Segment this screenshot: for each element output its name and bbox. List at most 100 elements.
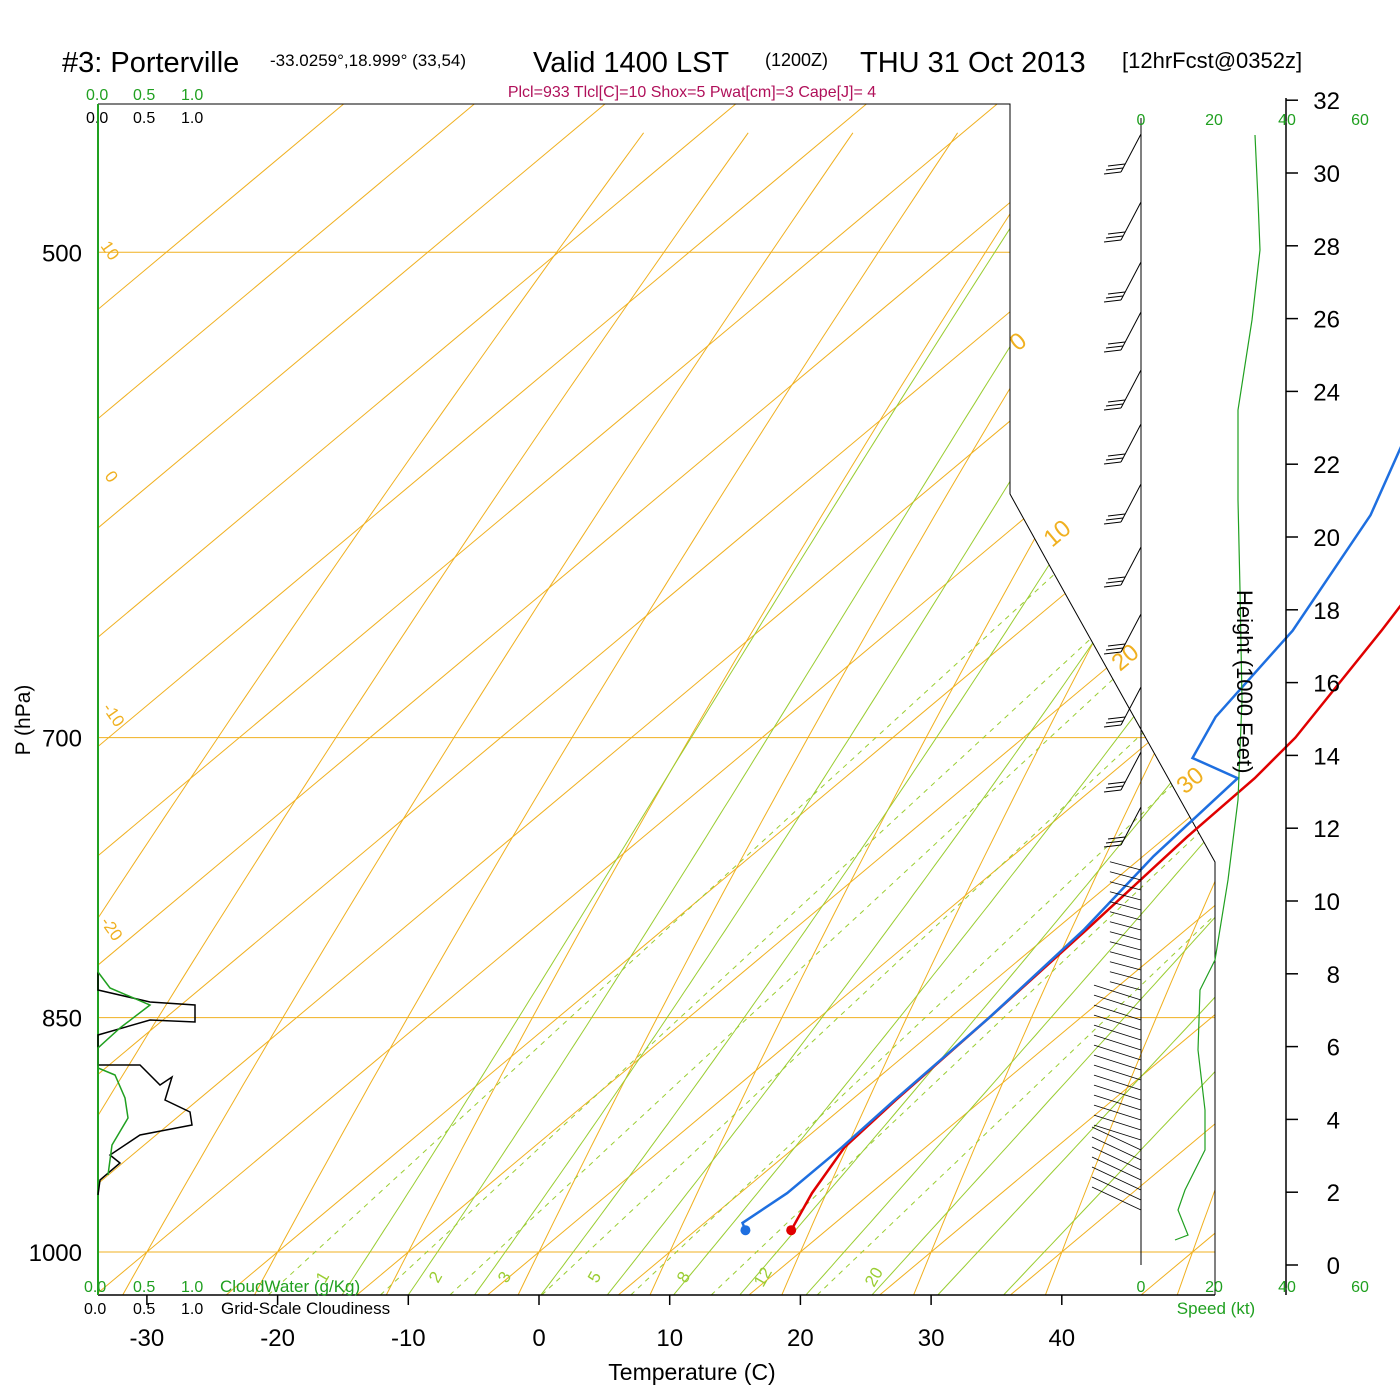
isotherm--40 (98, 104, 1215, 1295)
isotherm--60 (98, 104, 1129, 1295)
wind-barb-low-1020 (1093, 1004, 1142, 1021)
mixing-label-2: 2 (425, 1268, 446, 1286)
mixing-label-5: 5 (584, 1268, 605, 1286)
wind-barb-low-1160 (1091, 1136, 1142, 1161)
moist-adiabat-0 (474, 115, 1215, 1295)
moist-adiabat--5 (408, 115, 1157, 1295)
isotherm--120 (98, 104, 344, 1295)
wind-speed-profile (1174, 134, 1261, 1241)
wind-barb-7 (1120, 546, 1142, 586)
wind-barb-flag-4-0 (1103, 407, 1122, 411)
speed-top-tick-40: 40 (1278, 112, 1296, 129)
isotherm--100 (98, 104, 606, 1295)
cloud-scale-top: 0.0 0.5 1.0 0.0 0.5 1.0 (86, 87, 203, 127)
wind-barb-low-1170 (1091, 1146, 1142, 1171)
surface-temperature-marker (786, 1225, 797, 1236)
wind-barb-low-1000 (1093, 984, 1142, 1001)
p-tick-850: 850 (42, 1006, 82, 1033)
wind-barb-6 (1120, 483, 1142, 523)
height-tick-16: 16 (1313, 671, 1340, 698)
wind-barb-flag-9-2 (1107, 716, 1126, 720)
wind-barb-2 (1120, 261, 1142, 301)
height-tick-26: 26 (1313, 307, 1340, 334)
dewpoint-trace (740, 446, 1400, 1231)
wind-barb-low-1090 (1093, 1074, 1142, 1091)
isotherm-label-10-right: 10 (1039, 515, 1077, 553)
isotherm--90 (98, 104, 737, 1295)
wind-barb-flag-10-2 (1107, 781, 1126, 785)
wind-barb-low-940 (1109, 931, 1142, 941)
cloud-water-bottom-0: 0.0 (84, 1279, 106, 1296)
wind-barb-flag-8-2 (1107, 643, 1126, 647)
wind-barb-low-1200 (1091, 1176, 1142, 1201)
x-tick-20: 20 (787, 1325, 814, 1352)
valid-date: THU 31 Oct 2013 (860, 47, 1086, 79)
mixing-ratio-lines (267, 104, 1215, 1295)
cloudiness-tick-1: 1.0 (181, 110, 203, 127)
height-tick-8: 8 (1327, 962, 1340, 989)
wind-barb-low-880 (1109, 871, 1142, 881)
wind-barbs (1091, 133, 1142, 1211)
wind-barb-8 (1120, 613, 1142, 653)
speed-top-tick-20: 20 (1205, 112, 1223, 129)
mixing-label-20: 20 (861, 1264, 887, 1290)
plot-frame (98, 103, 1216, 1295)
wind-barb-flag-2-1 (1105, 295, 1124, 299)
x-tick--20: -20 (260, 1325, 295, 1352)
valid-time: Valid 1400 LST (533, 47, 729, 79)
isotherm--70 (98, 104, 998, 1295)
height-tick-2: 2 (1327, 1180, 1340, 1207)
wind-barb-flag-2-2 (1107, 291, 1126, 295)
cloud-water-bottom-05: 0.5 (133, 1279, 155, 1296)
moist-adiabat-35 (937, 115, 1215, 1295)
wind-barb-low-1210 (1091, 1186, 1142, 1211)
wind-barb-low-900 (1109, 891, 1142, 901)
x-tick--10: -10 (391, 1325, 426, 1352)
wind-barb-low-870 (1109, 861, 1142, 871)
isotherm--30 (98, 104, 1215, 1295)
wind-barb-flag-0-2 (1107, 163, 1126, 167)
speed-top-tick-60: 60 (1351, 112, 1369, 129)
height-tick-24: 24 (1313, 379, 1340, 406)
height-tick-0: 0 (1327, 1253, 1340, 1280)
wind-barb-flag-1-1 (1105, 235, 1124, 239)
isotherm-label-0-left: 0 (101, 467, 122, 486)
x-tick--30: -30 (130, 1325, 165, 1352)
station-title: #3: Porterville (62, 47, 239, 79)
wind-barb-low-1130 (1093, 1114, 1142, 1131)
grid-cloudiness-title: Grid-Scale Cloudiness (221, 1299, 390, 1318)
forecast-info: [12hrFcst@0352z] (1122, 48, 1302, 73)
wind-barb-flag-4-1 (1105, 403, 1124, 407)
x-tick-30: 30 (918, 1325, 945, 1352)
isotherm-label-0-right: 0 (1005, 327, 1033, 356)
height-tick-22: 22 (1313, 452, 1340, 479)
p-tick-700: 700 (42, 726, 82, 753)
speed-scale-bottom: 0 20 40 60 Speed (kt) (1137, 1279, 1369, 1318)
wind-barb-flag-8-1 (1105, 647, 1124, 651)
dry-adiabat-0 (517, 132, 1168, 1295)
dry-adiabat--40 (98, 132, 749, 1295)
wind-barb-flag-6-0 (1103, 521, 1122, 525)
isotherm-20 (748, 104, 1215, 1295)
wind-barb-flag-9-0 (1103, 724, 1122, 728)
wind-barb-flag-8-0 (1103, 651, 1122, 655)
wind-barb-11 (1120, 806, 1142, 846)
mixing-label-3: 3 (494, 1268, 515, 1286)
mixing-label-8: 8 (673, 1268, 694, 1286)
wind-barb-low-920 (1109, 911, 1142, 921)
dry-adiabat-20 (781, 132, 1215, 1295)
moist-adiabat-25 (805, 115, 1215, 1295)
isotherm-lines (98, 104, 1215, 1295)
speed-axis-title: Speed (kt) (1177, 1299, 1255, 1318)
isotherm-label-10-left: 10 (97, 237, 123, 263)
wind-barb-flag-7-2 (1107, 576, 1126, 580)
wind-barb-low-1010 (1093, 994, 1142, 1011)
speed-top-tick-0: 0 (1137, 112, 1146, 129)
isotherm-labels: 10 0 -10 -20 0 10 20 30 (97, 237, 1210, 944)
height-tick-12: 12 (1313, 816, 1340, 843)
wind-barb-flag-11-1 (1105, 840, 1124, 844)
moist-adiabat-5 (540, 115, 1215, 1295)
wind-barb-flag-1-0 (1103, 239, 1122, 243)
mixing-ratio-20 (816, 104, 1215, 1295)
